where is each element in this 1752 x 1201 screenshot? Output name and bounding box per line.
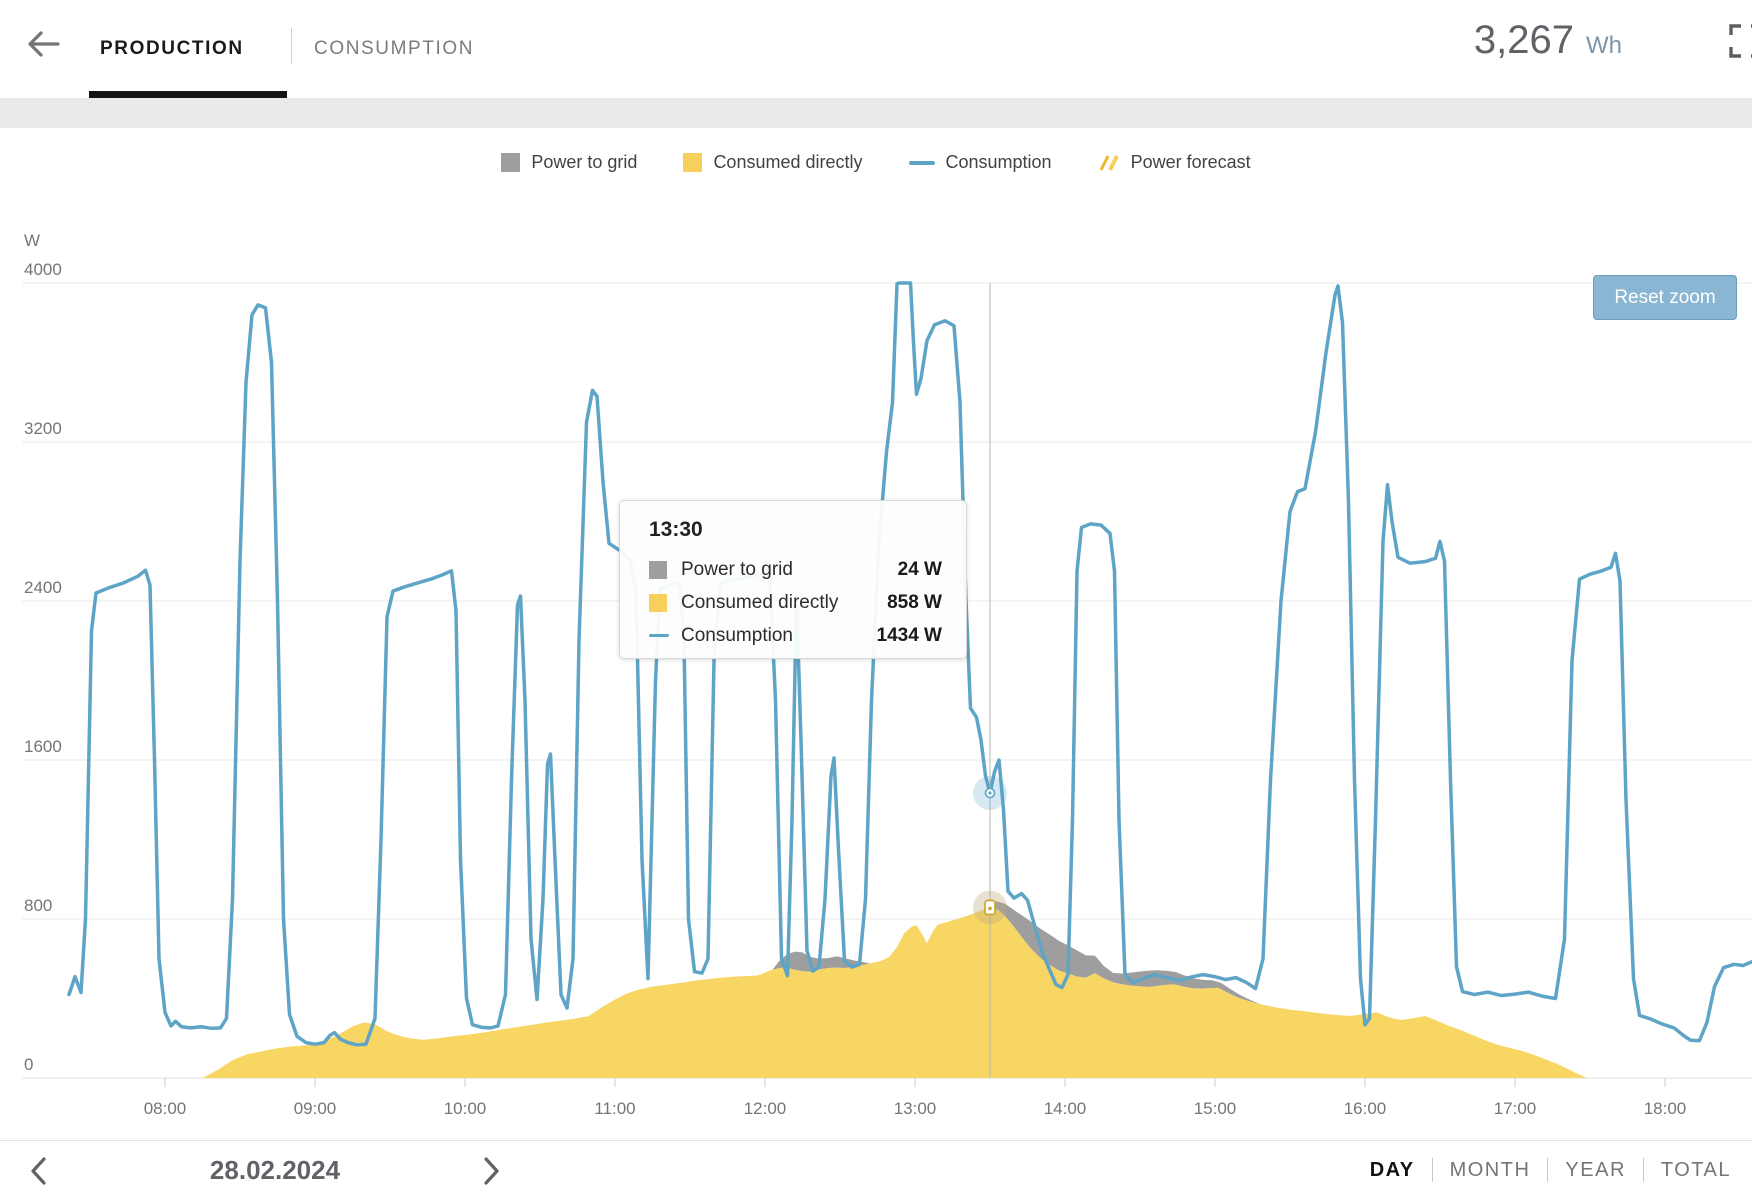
power-to-grid-swatch-icon — [649, 560, 667, 579]
fullscreen-icon[interactable] — [1729, 24, 1752, 58]
footer-bar: 28.02.2024 DAY MONTH YEAR TOTAL — [0, 1140, 1752, 1201]
back-arrow-icon[interactable] — [24, 24, 64, 64]
legend-item-power-forecast[interactable]: Power forecast — [1098, 152, 1251, 173]
x-axis-tick-label: 11:00 — [594, 1099, 635, 1118]
next-day-chevron-icon[interactable] — [472, 1153, 508, 1189]
tooltip-label: Consumed directly — [681, 591, 839, 613]
power-forecast-hatch-icon — [1098, 153, 1120, 173]
range-separator — [1547, 1158, 1549, 1182]
header-sub-strip — [0, 98, 1752, 128]
x-axis-tick-label: 12:00 — [744, 1099, 787, 1118]
header: PRODUCTION CONSUMPTION 3,267 Wh — [0, 0, 1752, 98]
previous-day-chevron-icon[interactable] — [22, 1153, 58, 1189]
power-to-grid-area — [772, 951, 870, 972]
range-selector: DAY MONTH YEAR TOTAL — [1353, 1141, 1748, 1199]
consumption-line-swatch-icon — [649, 634, 669, 637]
x-axis-tick-label: 09:00 — [294, 1099, 337, 1118]
range-separator — [1431, 1158, 1433, 1182]
tooltip-label: Power to grid — [681, 558, 793, 580]
y-axis-tick-label: 0 — [24, 1055, 33, 1074]
tooltip-row: Power to grid 24 W — [649, 553, 942, 586]
tooltip-value: 858 W — [887, 591, 942, 613]
tooltip-row: Consumed directly 858 W — [649, 586, 942, 619]
tooltip-value: 24 W — [897, 558, 942, 580]
consumption-marker-dot — [988, 791, 992, 795]
consumed-directly-swatch-icon — [649, 593, 667, 612]
range-tab-year[interactable]: YEAR — [1565, 1158, 1626, 1181]
daily-total-unit: Wh — [1586, 32, 1622, 59]
x-axis-tick-label: 10:00 — [444, 1099, 487, 1118]
legend-item-power-to-grid[interactable]: Power to grid — [501, 152, 637, 173]
y-axis-tick-label: 3200 — [24, 419, 62, 438]
range-tab-day[interactable]: DAY — [1369, 1158, 1415, 1181]
x-axis-tick-label: 13:00 — [894, 1099, 937, 1118]
tooltip-label: Consumption — [681, 624, 793, 646]
daily-total-value: 3,267 — [1473, 18, 1574, 62]
x-axis-tick-label: 14:00 — [1044, 1099, 1087, 1118]
legend-label: Power forecast — [1130, 152, 1251, 172]
tooltip-time: 13:30 — [649, 518, 703, 541]
x-axis-tick-label: 16:00 — [1344, 1099, 1387, 1118]
tab-production[interactable]: PRODUCTION — [100, 38, 244, 59]
reset-zoom-button[interactable]: Reset zoom — [1593, 275, 1737, 320]
x-axis-tick-label: 08:00 — [144, 1099, 187, 1118]
range-separator — [1642, 1158, 1644, 1182]
consumed-directly-marker-dot — [988, 906, 992, 911]
legend-label: Power to grid — [531, 152, 638, 172]
daily-total: 3,267 Wh — [1474, 18, 1622, 63]
legend-label: Consumption — [945, 152, 1052, 172]
consumption-line — [67, 281, 1752, 1047]
legend-item-consumption[interactable]: Consumption — [908, 152, 1052, 173]
y-axis-tick-label: 1600 — [24, 737, 62, 756]
y-axis-tick-label: 2400 — [24, 578, 62, 597]
consumed-directly-area — [202, 907, 1587, 1078]
tab-divider — [291, 28, 292, 64]
range-tab-month[interactable]: MONTH — [1449, 1158, 1531, 1181]
tab-consumption[interactable]: CONSUMPTION — [314, 38, 475, 59]
y-axis-tick-label: 4000 — [24, 260, 62, 279]
active-tab-underline — [89, 91, 287, 98]
chart-tooltip: 13:30 Power to grid 24 W Consumed direct… — [619, 500, 967, 659]
y-axis-unit-label: W — [24, 231, 40, 250]
chart-legend: Power to grid Consumed directly Consumpt… — [0, 152, 1752, 173]
power-to-grid-swatch-icon — [501, 153, 521, 172]
consumed-directly-swatch-icon — [683, 153, 703, 172]
legend-label: Consumed directly — [713, 152, 863, 172]
x-axis-tick-label: 17:00 — [1494, 1099, 1537, 1118]
legend-item-consumed-directly[interactable]: Consumed directly — [683, 152, 863, 173]
x-axis-tick-label: 18:00 — [1644, 1099, 1687, 1118]
range-tab-total[interactable]: TOTAL — [1660, 1158, 1731, 1181]
tooltip-row: Consumption 1434 W — [649, 619, 942, 652]
consumption-line-swatch-icon — [908, 160, 935, 165]
y-axis-tick-label: 800 — [24, 896, 52, 915]
tooltip-value: 1434 W — [876, 624, 942, 646]
selected-date: 28.02.2024 — [209, 1154, 341, 1185]
x-axis-tick-label: 15:00 — [1194, 1099, 1237, 1118]
